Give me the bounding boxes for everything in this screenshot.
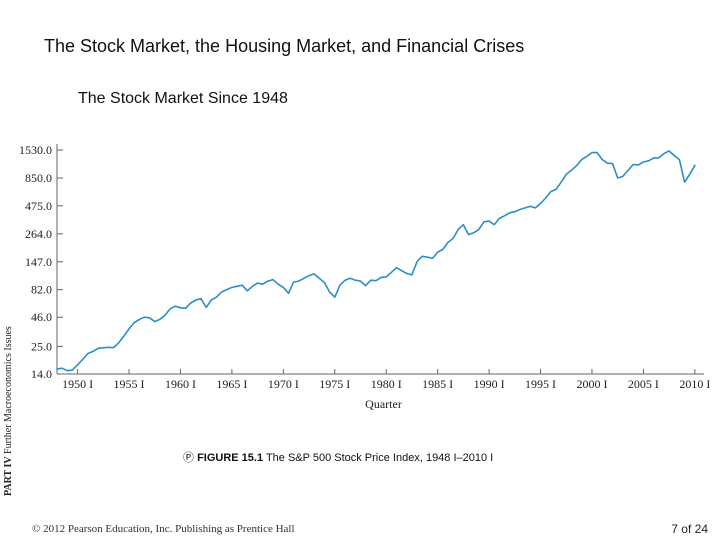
copyright-footer: © 2012 Pearson Education, Inc. Publishin… — [32, 523, 295, 535]
x-axis-title: Quarter — [365, 397, 402, 411]
y-tick-label: 1530.0 — [19, 143, 52, 157]
chart-title: The Stock Market Since 1948 — [78, 90, 288, 107]
x-tick-label: 1990 I — [474, 377, 505, 391]
x-tick-label: 1960 I — [165, 377, 196, 391]
series-line — [56, 150, 696, 372]
figure-caption: Ⓟ FIGURE 15.1 The S&P 500 Stock Price In… — [183, 449, 493, 465]
y-tick-label: 25.0 — [31, 339, 52, 353]
y-tick-label: 82.0 — [31, 283, 52, 297]
figure-text: The S&P 500 Stock Price Index, 1948 I–20… — [265, 452, 494, 464]
y-tick-label: 147.0 — [25, 255, 52, 269]
x-tick-label: 1970 I — [268, 377, 299, 391]
y-tick-label: 850.0 — [25, 171, 52, 185]
x-tick-label: 1950 I — [62, 377, 93, 391]
y-tick-label: 475.0 — [25, 199, 52, 213]
y-tick-label: 264.0 — [25, 227, 52, 241]
x-tick-label: 1955 I — [114, 377, 145, 391]
x-tick-label: 1995 I — [525, 377, 556, 391]
figure-number: FIGURE 15.1 — [197, 452, 264, 464]
chart-axes: 1530.0 850.0 475.0 264.0 147.0 82.0 46.0 25.0 14… — [19, 143, 710, 411]
y-tick-label: 14.0 — [31, 367, 52, 381]
slide-title: The Stock Market, the Housing Market, an… — [44, 36, 525, 56]
x-tick-label: 2010 I — [679, 377, 710, 391]
x-tick-label: 1965 I — [216, 377, 247, 391]
pearson-icon: Ⓟ — [183, 452, 194, 464]
x-tick-label: 1980 I — [371, 377, 402, 391]
x-tick-label: 2005 I — [628, 377, 659, 391]
page-number: 7 of 24 — [671, 522, 708, 536]
x-tick-label: 1975 I — [319, 377, 350, 391]
x-tick-label: 2000 I — [576, 377, 607, 391]
chart-series — [56, 150, 696, 372]
y-tick-label: 46.0 — [31, 310, 52, 324]
x-tick-label: 1985 I — [422, 377, 453, 391]
